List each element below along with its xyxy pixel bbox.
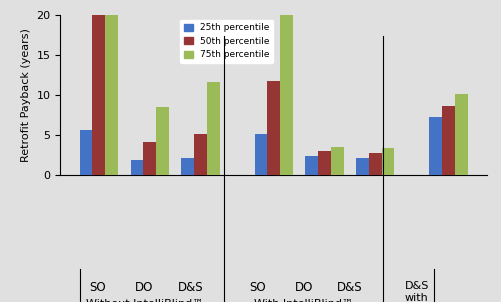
Bar bbox=[318, 151, 330, 175]
Legend: 25th percentile, 50th percentile, 75th percentile: 25th percentile, 50th percentile, 75th p… bbox=[179, 20, 273, 63]
Bar bbox=[92, 15, 105, 175]
Bar bbox=[381, 148, 394, 175]
Text: D&S: D&S bbox=[337, 281, 362, 294]
Text: DO: DO bbox=[135, 281, 153, 294]
Bar bbox=[441, 105, 454, 175]
Text: D&S
with
Conv.
DDC: D&S with Conv. DDC bbox=[400, 281, 431, 302]
Bar bbox=[280, 15, 292, 175]
Text: SO: SO bbox=[248, 281, 265, 294]
Bar bbox=[130, 160, 143, 175]
Bar bbox=[454, 94, 466, 175]
Text: DO: DO bbox=[294, 281, 312, 294]
Bar bbox=[267, 81, 280, 175]
Bar bbox=[368, 153, 381, 175]
Bar bbox=[194, 133, 206, 175]
Text: SO: SO bbox=[89, 281, 106, 294]
Y-axis label: Retrofit Payback (years): Retrofit Payback (years) bbox=[21, 28, 31, 162]
Bar bbox=[80, 130, 92, 175]
Bar bbox=[156, 107, 168, 175]
Bar bbox=[181, 158, 194, 175]
Bar bbox=[330, 147, 343, 175]
Bar bbox=[105, 15, 118, 175]
Bar bbox=[428, 117, 441, 175]
Bar bbox=[356, 158, 368, 175]
Bar bbox=[206, 82, 219, 175]
Bar bbox=[305, 156, 318, 175]
Bar bbox=[254, 134, 267, 175]
Text: D&S: D&S bbox=[177, 281, 203, 294]
Text: Without IntelliBlind™: Without IntelliBlind™ bbox=[85, 299, 202, 302]
Bar bbox=[143, 142, 156, 175]
Text: With IntelliBlind™: With IntelliBlind™ bbox=[254, 299, 353, 302]
